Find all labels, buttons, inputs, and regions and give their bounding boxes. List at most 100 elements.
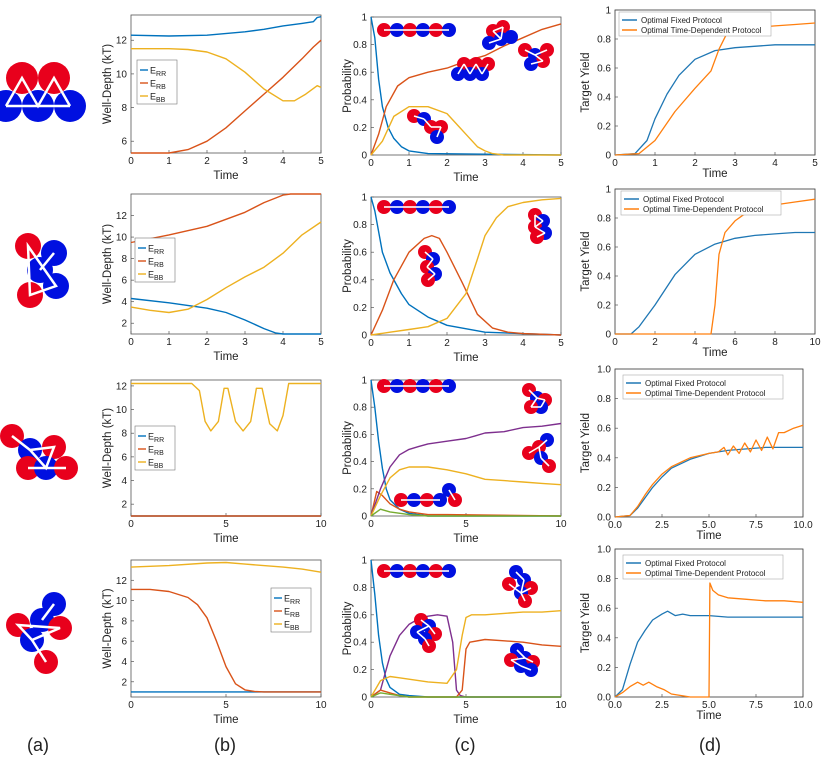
y-tick-label: 0.4	[353, 95, 367, 106]
x-axis-label: Time	[702, 347, 727, 359]
series-line-e-bb	[130, 221, 322, 314]
series-line-other	[370, 508, 561, 517]
bond	[534, 54, 544, 62]
y-tick-label: 0.8	[353, 403, 367, 414]
series-line-e-rb	[131, 588, 321, 693]
bond	[420, 619, 430, 627]
x-tick-label: 0	[128, 337, 134, 348]
y-tick-label: 0.6	[597, 604, 611, 615]
series-line-isomer	[370, 610, 562, 698]
x-tick-label: 5	[463, 700, 469, 711]
series-line-optimal-fixed-protocol	[614, 44, 815, 156]
y-tick-label: 1.0	[597, 545, 611, 556]
x-tick-label: 10	[809, 337, 821, 348]
chart-r4d: 0.0 2.5 5.0 7.5 10.0 0.0 0.2 0.4 0.6 0.8 1.0 Time Ta…	[580, 545, 813, 723]
series-line-optimal-time-dependent-protocol	[615, 198, 816, 335]
y-tick-label: 0.2	[597, 663, 611, 674]
y-tick-label: 0.8	[597, 574, 611, 585]
legend-box	[622, 554, 784, 580]
inset-dimer-tail-r3	[442, 483, 462, 507]
y-tick-label: 0.4	[353, 457, 367, 468]
y-tick-label: 0.2	[597, 483, 611, 494]
x-tick-label: 0	[368, 519, 374, 530]
legend-entry: Optimal Time-Dependent Protocol	[643, 205, 764, 214]
y-axis-label: Well-Depth (kT)	[102, 588, 114, 668]
series-line-optimal-time-dependent-protocol	[614, 424, 804, 518]
bond	[423, 118, 432, 128]
y-tick-label: 4	[121, 297, 127, 308]
y-tick-label: 0.4	[353, 638, 367, 649]
y-tick-label: 1	[605, 6, 611, 17]
x-tick-label: 3	[242, 156, 248, 167]
molecule-stacked-cluster-2	[15, 233, 69, 308]
y-axis-label: Probability	[342, 239, 354, 293]
x-tick-label: 2	[444, 338, 450, 349]
panel-label-a: (a)	[27, 735, 49, 755]
y-tick-label: 0.8	[597, 35, 611, 46]
bond	[530, 397, 538, 408]
y-tick-label: 0.6	[353, 430, 367, 441]
x-tick-label: 2	[204, 156, 210, 167]
bond	[457, 63, 465, 75]
y-tick-label: 10	[116, 233, 128, 244]
y-tick-label: 8	[121, 429, 127, 440]
y-tick-label: 0	[605, 151, 611, 162]
y-tick-label: 0.4	[597, 633, 611, 644]
x-tick-label: 2	[692, 158, 698, 169]
bond	[463, 63, 471, 75]
x-tick-label: 4	[692, 337, 698, 348]
series-line-optimal-fixed-protocol	[615, 231, 815, 335]
x-axis-label: Time	[213, 533, 238, 545]
x-axis-label: Time	[213, 170, 238, 182]
inset-linear-r3	[377, 379, 456, 393]
y-tick-label: 12	[116, 576, 128, 587]
y-tick-label: 0.6	[597, 424, 611, 435]
y-tick-label: 6	[121, 137, 127, 148]
x-axis-label: Time	[696, 710, 721, 722]
legend-box	[622, 374, 784, 400]
y-tick-label: 1	[605, 185, 611, 196]
x-tick-label: 2	[444, 158, 450, 169]
x-tick-label: 1	[166, 156, 172, 167]
x-tick-label: 3	[482, 158, 488, 169]
bond	[424, 251, 434, 260]
y-tick-label: 1.0	[597, 365, 611, 376]
x-tick-label: 0	[128, 156, 134, 167]
chart-r3d: 0.0 2.5 5.0 7.5 10.0 0.0 0.2 0.4 0.6 0.8 1.0 Time Ta…	[580, 365, 813, 543]
x-tick-label: 4	[772, 158, 778, 169]
y-tick-label: 6	[121, 276, 127, 287]
x-tick-label: 10.0	[793, 700, 813, 711]
plot-frame	[130, 14, 322, 154]
inset-target-r1	[451, 57, 495, 81]
bond	[528, 389, 538, 399]
y-tick-label: 0	[361, 512, 367, 523]
bond	[520, 587, 532, 594]
bond	[524, 49, 536, 56]
x-tick-label: 2.5	[655, 700, 669, 711]
y-axis-label: Well-Depth (kT)	[102, 408, 114, 488]
y-axis-label: Well-Depth (kT)	[102, 224, 114, 304]
x-tick-label: 10	[315, 700, 327, 711]
y-axis-label: Probability	[342, 601, 354, 655]
y-tick-label: 0.4	[353, 275, 367, 286]
x-tick-label: 0	[612, 337, 618, 348]
y-tick-label: 2	[121, 500, 127, 511]
y-tick-label: 0.2	[353, 303, 367, 314]
series-line-target-a	[370, 638, 562, 698]
y-tick-label: 0.2	[353, 484, 367, 495]
x-tick-label: 1	[652, 158, 658, 169]
y-tick-label: 0.2	[353, 665, 367, 676]
x-tick-label: 0	[368, 338, 374, 349]
legend-entry: Optimal Fixed Protocol	[645, 379, 726, 388]
x-axis-label: Time	[702, 168, 727, 180]
series-line-linear	[370, 196, 562, 336]
y-tick-label: 0	[361, 331, 367, 342]
series-line-e-rr	[130, 297, 321, 335]
x-tick-label: 2.5	[655, 520, 669, 531]
y-tick-label: 0.6	[597, 243, 611, 254]
y-tick-label: 0.6	[597, 64, 611, 75]
bond	[524, 657, 534, 663]
